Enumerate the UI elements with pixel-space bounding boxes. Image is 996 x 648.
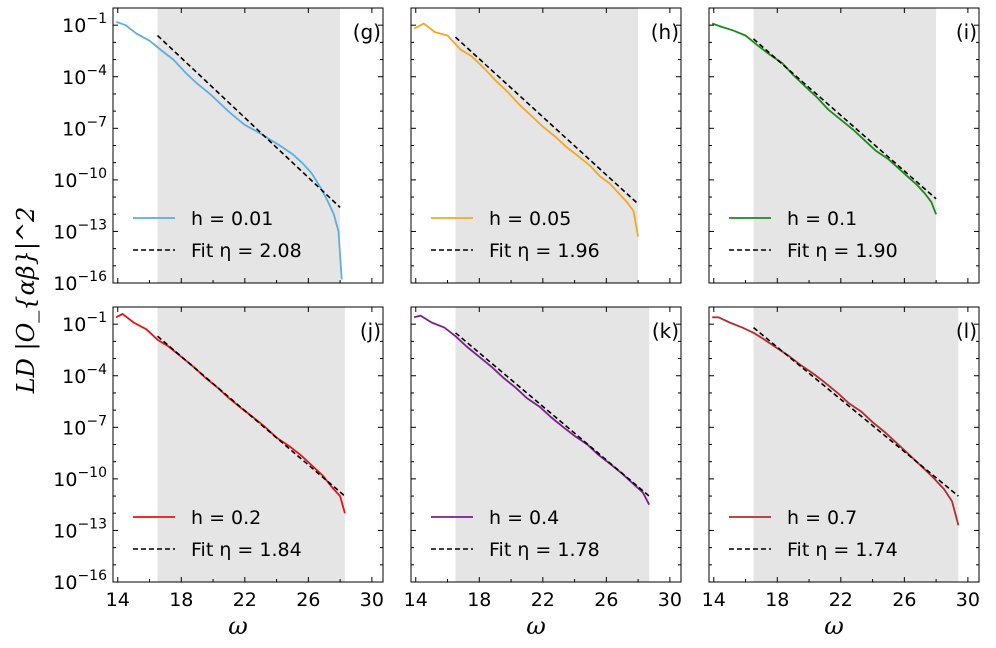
panel-h: (h) h = 0.05 Fit η = 1.96 — [410, 7, 682, 284]
x-axis-label: ω — [824, 612, 844, 640]
x-tick-label: 30 — [658, 589, 682, 611]
fit-line — [156, 335, 346, 497]
y-tick-label: 10−1 — [62, 310, 107, 336]
x-tick-label: 18 — [169, 589, 193, 611]
y-tick-label: 10−10 — [53, 465, 107, 491]
legend-entry: h = 0.7 — [787, 507, 857, 529]
data-series-line — [413, 22, 639, 237]
x-tick-label: 22 — [829, 589, 853, 611]
legend-entry: h = 0.4 — [489, 507, 559, 529]
y-tick-label: 10−16 — [53, 269, 107, 295]
data-series-line — [115, 312, 346, 514]
y-tick-label: 10−4 — [62, 362, 107, 388]
y-tick-label: 10−13 — [53, 217, 107, 243]
fit-region-shade — [157, 8, 341, 283]
legend-entry: h = 0.01 — [191, 208, 273, 230]
panel-label: (k) — [652, 319, 679, 343]
x-tick-label: 26 — [594, 589, 618, 611]
panel-l: 14 18 22 26 30 ω (l) h = 0.7 Fit η = 1.74 — [702, 306, 980, 640]
legend-entry: h = 0.2 — [191, 507, 261, 529]
panel-k: 14 18 22 26 30 ω (k) h = 0.4 Fit η = 1.78 — [404, 306, 682, 640]
legend-entry: h = 0.1 — [787, 208, 857, 230]
panel-label: (g) — [353, 20, 381, 44]
data-series-line — [712, 316, 960, 526]
data-series-line — [711, 22, 937, 215]
x-tick-label: 26 — [892, 589, 916, 611]
x-tick-label: 26 — [296, 589, 320, 611]
x-tick-label: 18 — [467, 589, 491, 611]
fit-region-shade — [455, 8, 639, 283]
y-tick-label: 10−7 — [62, 413, 107, 439]
x-axis-label: ω — [228, 612, 248, 640]
panel-label: (j) — [360, 319, 381, 343]
x-tick-label: 14 — [106, 589, 130, 611]
y-tick-label: 10−4 — [62, 63, 107, 89]
panel-g: 10−1 10−4 10−7 10−10 10−13 10−16 (g) h = 0.01 Fi… — [53, 7, 384, 295]
x-tick-label: 30 — [956, 589, 980, 611]
y-tick-label: 10−10 — [53, 166, 107, 192]
legend-entry: h = 0.05 — [489, 208, 571, 230]
panel-label: (h) — [651, 20, 679, 44]
fit-line — [752, 326, 959, 497]
legend-entry: Fit η = 1.78 — [489, 539, 600, 561]
x-axis-label: ω — [526, 612, 546, 640]
y-tick-label: 10−13 — [53, 516, 107, 542]
legend-entry: Fit η = 1.74 — [787, 539, 898, 561]
legend-entry: Fit η = 2.08 — [191, 240, 302, 262]
panel-label: (l) — [956, 319, 977, 343]
y-tick-label: 10−1 — [62, 11, 107, 37]
fit-region-shade — [753, 8, 937, 283]
x-tick-label: 14 — [702, 589, 726, 611]
y-tick-label: 10−16 — [53, 568, 107, 594]
legend-entry: Fit η = 1.96 — [489, 240, 600, 262]
x-tick-label: 22 — [531, 589, 555, 611]
fit-region-shade — [157, 307, 345, 582]
fit-line — [156, 34, 341, 208]
fit-region-shade — [455, 307, 650, 582]
y-tick-label: 10−7 — [62, 114, 107, 140]
panel-i: (i) h = 0.1 Fit η = 1.90 — [708, 7, 980, 284]
x-tick-label: 14 — [404, 589, 428, 611]
fit-line — [454, 36, 639, 205]
legend-entry: Fit η = 1.84 — [191, 539, 302, 561]
x-tick-label: 22 — [233, 589, 257, 611]
fit-line — [454, 332, 650, 497]
y-axis-label: LD |O_{αβ}|^2 — [12, 207, 41, 395]
x-tick-label: 30 — [360, 589, 384, 611]
legend-entry: Fit η = 1.90 — [787, 240, 898, 262]
x-tick-label: 18 — [765, 589, 789, 611]
fit-region-shade — [753, 307, 959, 582]
panel-label: (i) — [956, 20, 977, 44]
fit-line — [752, 38, 937, 200]
